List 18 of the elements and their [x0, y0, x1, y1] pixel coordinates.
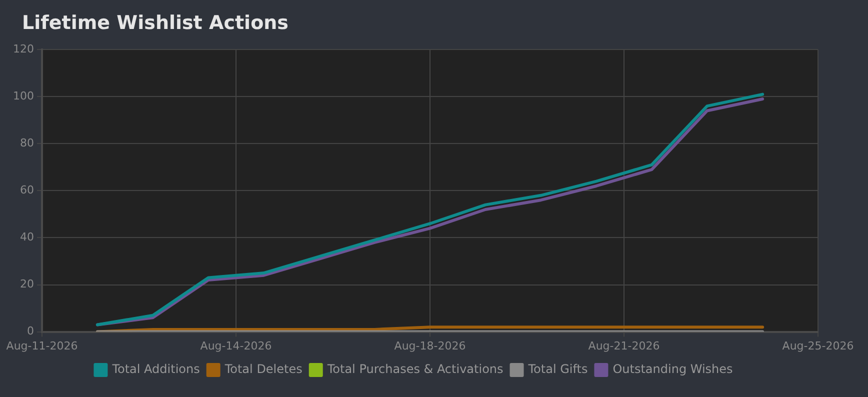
chart-title: Lifetime Wishlist Actions [22, 12, 288, 34]
legend-label: Total Purchases & Activations [326, 362, 504, 376]
x-tick-label: Aug-21-2026 [588, 339, 660, 352]
x-tick-label: Aug-14-2026 [200, 339, 272, 352]
x-tick-label: Aug-11-2026 [6, 339, 78, 352]
y-tick-label: 60 [20, 184, 34, 197]
legend-label: Total Gifts [527, 362, 588, 376]
y-tick-label: 20 [20, 278, 34, 291]
y-tick-label: 120 [12, 42, 34, 56]
y-tick-label: 100 [12, 89, 34, 102]
x-tick-label: Aug-25-2026 [782, 339, 854, 352]
y-tick-label: 80 [20, 136, 34, 150]
legend-label: Outstanding Wishes [612, 362, 733, 376]
y-tick-label: 40 [20, 230, 34, 244]
legend-label: Total Additions [111, 362, 200, 376]
y-tick-label: 0 [26, 324, 34, 338]
legend-label: Total Deletes [224, 362, 302, 376]
x-tick-label: Aug-18-2026 [394, 339, 466, 352]
